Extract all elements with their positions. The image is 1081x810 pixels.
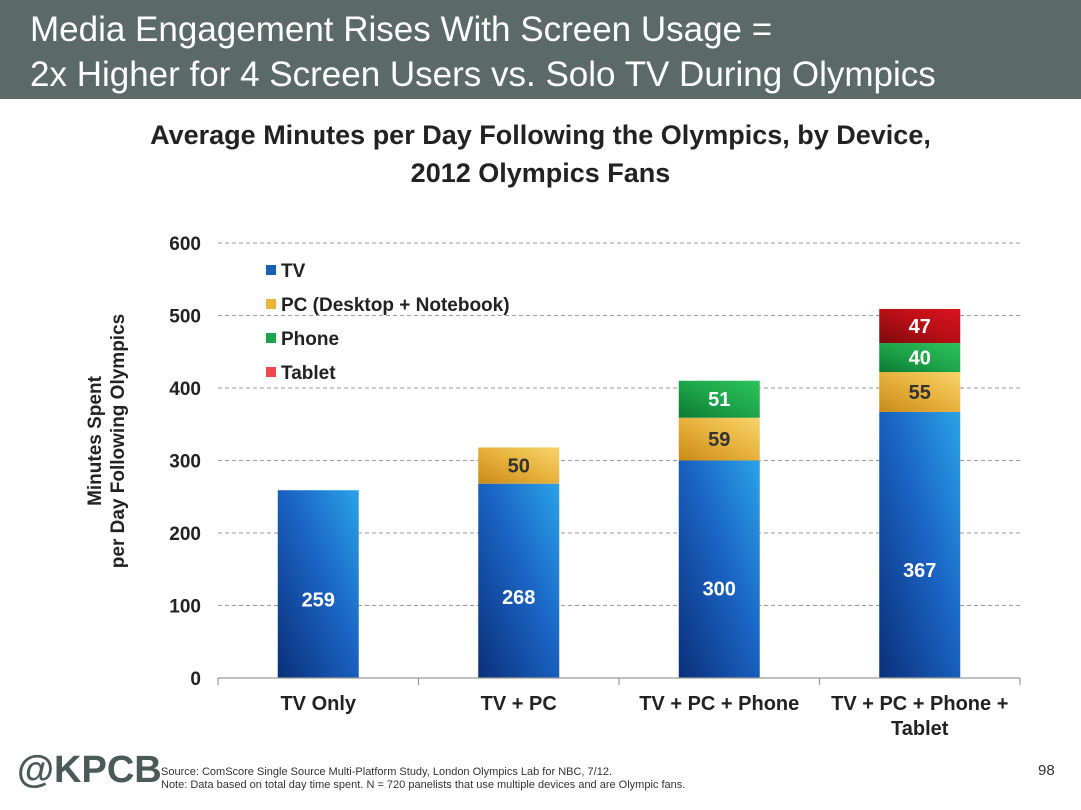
kpcb-logo: @KPCB <box>17 749 162 791</box>
bar-segment-tv <box>277 490 359 678</box>
data-label: 55 <box>909 382 931 404</box>
legend-swatch <box>266 333 276 343</box>
data-note: Note: Data based on total day time spent… <box>161 779 686 791</box>
legend-swatch <box>266 367 276 377</box>
y-axis: 0 100 200 300 400 500 600 <box>169 234 201 690</box>
data-label: 59 <box>708 429 730 451</box>
bar-segment-pc <box>678 417 760 461</box>
y-tick-label: 100 <box>169 597 201 618</box>
slide-title-line1: Media Engagement Rises With Screen Usage… <box>30 10 773 49</box>
y-axis-label-line1: Minutes Spent <box>85 375 106 506</box>
source-note: Source: ComScore Single Source Multi-Pla… <box>161 766 612 778</box>
data-label: 40 <box>909 348 931 370</box>
page-number: 98 <box>1038 762 1055 779</box>
bar-segment-tablet <box>879 308 961 344</box>
data-label: 259 <box>302 590 335 612</box>
x-tick-label: TV Only <box>280 693 356 715</box>
legend-label: Phone <box>281 329 339 350</box>
legend-swatch <box>266 265 276 275</box>
x-axis: TV Only TV + PC TV + PC + Phone TV + PC + P… <box>217 677 1021 740</box>
y-tick-label: 0 <box>190 669 201 690</box>
data-label: 300 <box>703 578 736 600</box>
chart-title-line1: Average Minutes per Day Following the Ol… <box>150 120 931 150</box>
data-label: 51 <box>708 389 730 411</box>
data-label: 268 <box>502 587 535 609</box>
y-tick-label: 200 <box>169 524 201 545</box>
bar-segment-phone <box>879 343 961 373</box>
slide-title-line2: 2x Higher for 4 Screen Users vs. Solo TV… <box>30 55 936 94</box>
data-label: 50 <box>508 456 530 478</box>
y-tick-label: 600 <box>169 234 201 255</box>
y-tick-label: 300 <box>169 452 201 473</box>
legend-label: Tablet <box>281 363 336 384</box>
legend: TV PC (Desktop + Notebook) Phone Tablet <box>266 261 510 384</box>
y-axis-label-line2: per Day Following Olympics <box>108 314 129 568</box>
x-tick-label: TV + PC <box>481 693 557 715</box>
bar-segment-tv <box>678 460 760 678</box>
x-tick-label: TV + PC + Phone + <box>831 693 1008 715</box>
legend-swatch <box>266 299 276 309</box>
data-label: 47 <box>909 316 931 338</box>
stacked-bar-chart: 0 100 200 300 400 500 600 259 268 50 300 59 51 367 55… <box>85 234 1021 740</box>
data-label: 367 <box>903 560 936 582</box>
chart-title-line2: 2012 Olympics Fans <box>410 158 671 188</box>
x-tick-label: TV + PC + Phone <box>639 693 799 715</box>
bars: 259 268 50 300 59 51 367 55 40 47 <box>277 308 961 678</box>
y-tick-label: 500 <box>169 307 201 328</box>
bar-segment-pc <box>478 447 560 484</box>
header-banner: Media Engagement Rises With Screen Usage… <box>0 0 1081 99</box>
legend-label: TV <box>281 261 306 282</box>
bar-segment-phone <box>678 380 760 418</box>
bar-segment-tv <box>879 411 961 678</box>
y-tick-label: 400 <box>169 379 201 400</box>
bar-segment-tv <box>478 483 560 678</box>
x-tick-label: Tablet <box>891 718 949 740</box>
legend-label: PC (Desktop + Notebook) <box>281 295 510 316</box>
bar-segment-pc <box>879 372 961 412</box>
